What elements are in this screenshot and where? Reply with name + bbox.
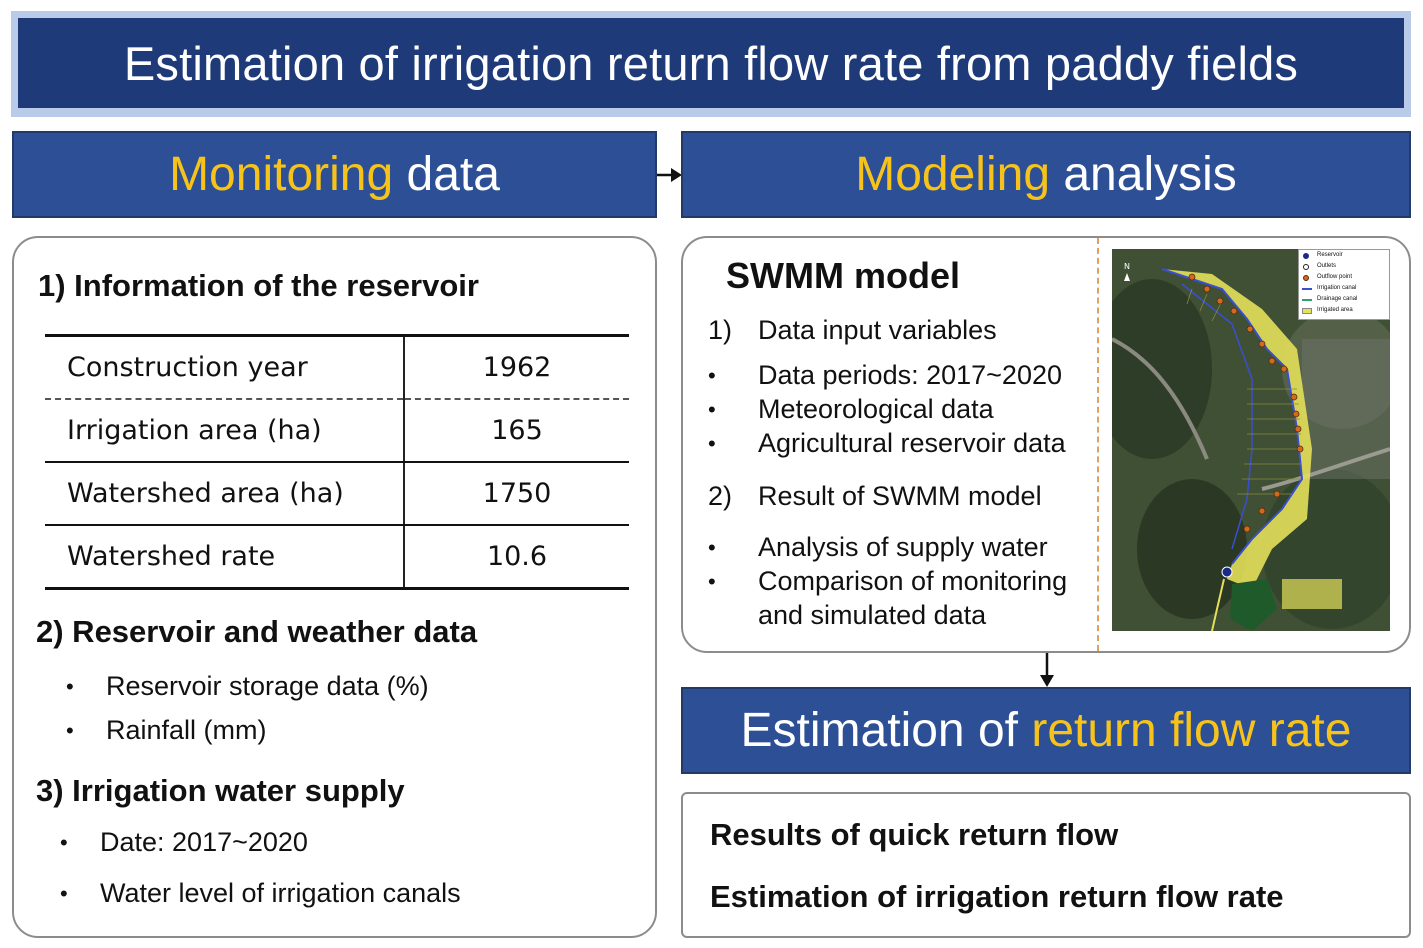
list-item: Rainfall (mm) xyxy=(106,715,267,745)
section1-title: 1) Information of the reservoir xyxy=(38,268,479,303)
list-item: and simulated data xyxy=(758,600,987,630)
table-row: Irrigation area (ha) 165 xyxy=(45,399,629,463)
section3-title: 3) Irrigation water supply xyxy=(36,773,405,808)
monitoring-header-highlight: Monitoring xyxy=(169,148,394,201)
map-legend: Reservoir Outlets Outflow point Irrigati… xyxy=(1298,249,1390,320)
page-title: Estimation of irrigation return flow rat… xyxy=(123,36,1299,90)
panel-divider xyxy=(1097,238,1099,651)
legend-label: Irrigation canal xyxy=(1317,285,1357,291)
outlet-icon xyxy=(1303,264,1309,270)
irrigation-canal-icon xyxy=(1302,288,1312,290)
bullet-icon: • xyxy=(708,569,716,594)
legend-label: Outlets xyxy=(1317,263,1337,269)
arrow-down-icon xyxy=(1040,653,1054,687)
estimation-results-panel xyxy=(681,792,1411,938)
legend-label: Outflow point xyxy=(1317,274,1353,280)
list-item: Comparison of monitoring xyxy=(758,566,1068,596)
bullet-icon: • xyxy=(60,830,68,855)
monitoring-header: Monitoring data xyxy=(12,131,657,218)
svg-text:N: N xyxy=(1124,262,1130,271)
table-label: Construction year xyxy=(45,334,405,400)
modeling-header-highlight: Modeling xyxy=(855,148,1051,201)
swmm-model-title: SWMM model xyxy=(726,255,960,296)
list-item: Water level of irrigation canals xyxy=(100,878,461,908)
table-row: Watershed rate 10.6 xyxy=(45,525,629,590)
list-item: Date: 2017~2020 xyxy=(100,827,308,857)
legend-label: Drainage canal xyxy=(1317,296,1358,302)
list-item: Reservoir storage data (%) xyxy=(106,671,429,701)
list-item: Analysis of supply water xyxy=(758,532,1048,562)
title-banner: Estimation of irrigation return flow rat… xyxy=(18,18,1404,108)
table-value: 165 xyxy=(404,399,629,463)
table-label: Watershed area (ha) xyxy=(45,462,405,526)
modeling-header: Modeling analysis xyxy=(681,131,1411,218)
arrow-right-icon xyxy=(657,168,682,182)
item-number: 1) xyxy=(708,315,733,345)
bullet-icon: • xyxy=(60,881,68,906)
monitoring-header-rest: data xyxy=(393,148,500,201)
table-value: 1750 xyxy=(404,462,629,526)
list-item: Data periods: 2017~2020 xyxy=(758,360,1062,390)
bullet-icon: • xyxy=(708,363,716,388)
bullet-icon: • xyxy=(708,397,716,422)
item-title: Data input variables xyxy=(758,315,997,345)
section2-title: 2) Reservoir and weather data xyxy=(36,614,478,649)
study-area-map: N xyxy=(1112,249,1390,631)
outflow-point-icon xyxy=(1303,275,1309,281)
result-line: Estimation of irrigation return flow rat… xyxy=(710,879,1284,914)
estimation-header: Estimation of return flow rate xyxy=(681,687,1411,774)
table-label: Watershed rate xyxy=(45,525,405,590)
estimation-header-highlight: return flow rate xyxy=(1031,704,1352,757)
item-number: 2) xyxy=(708,481,733,511)
table-row: Construction year 1962 xyxy=(45,334,629,400)
list-item: Agricultural reservoir data xyxy=(758,428,1066,458)
legend-label: Irrigated area xyxy=(1317,307,1353,313)
modeling-header-rest: analysis xyxy=(1050,148,1237,201)
table-value: 1962 xyxy=(404,334,629,400)
satellite-map-image: N xyxy=(1112,249,1390,631)
bullet-icon: • xyxy=(708,535,716,560)
irrigated-area-icon xyxy=(1302,308,1312,314)
result-line: Results of quick return flow xyxy=(710,817,1119,852)
drainage-canal-icon xyxy=(1302,299,1312,301)
list-item: Meteorological data xyxy=(758,394,994,424)
table-row: Watershed area (ha) 1750 xyxy=(45,462,629,526)
reservoir-info-table: Construction year 1962 Irrigation area (… xyxy=(45,334,629,590)
estimation-header-prefix: Estimation of xyxy=(740,704,1032,757)
table-value: 10.6 xyxy=(404,525,629,590)
item-title: Result of SWMM model xyxy=(758,481,1042,511)
legend-label: Reservoir xyxy=(1317,252,1343,258)
reservoir-icon xyxy=(1303,253,1309,259)
bullet-icon: • xyxy=(708,431,716,456)
bullet-icon: • xyxy=(66,674,74,699)
bullet-icon: • xyxy=(66,718,74,743)
table-label: Irrigation area (ha) xyxy=(45,399,405,463)
